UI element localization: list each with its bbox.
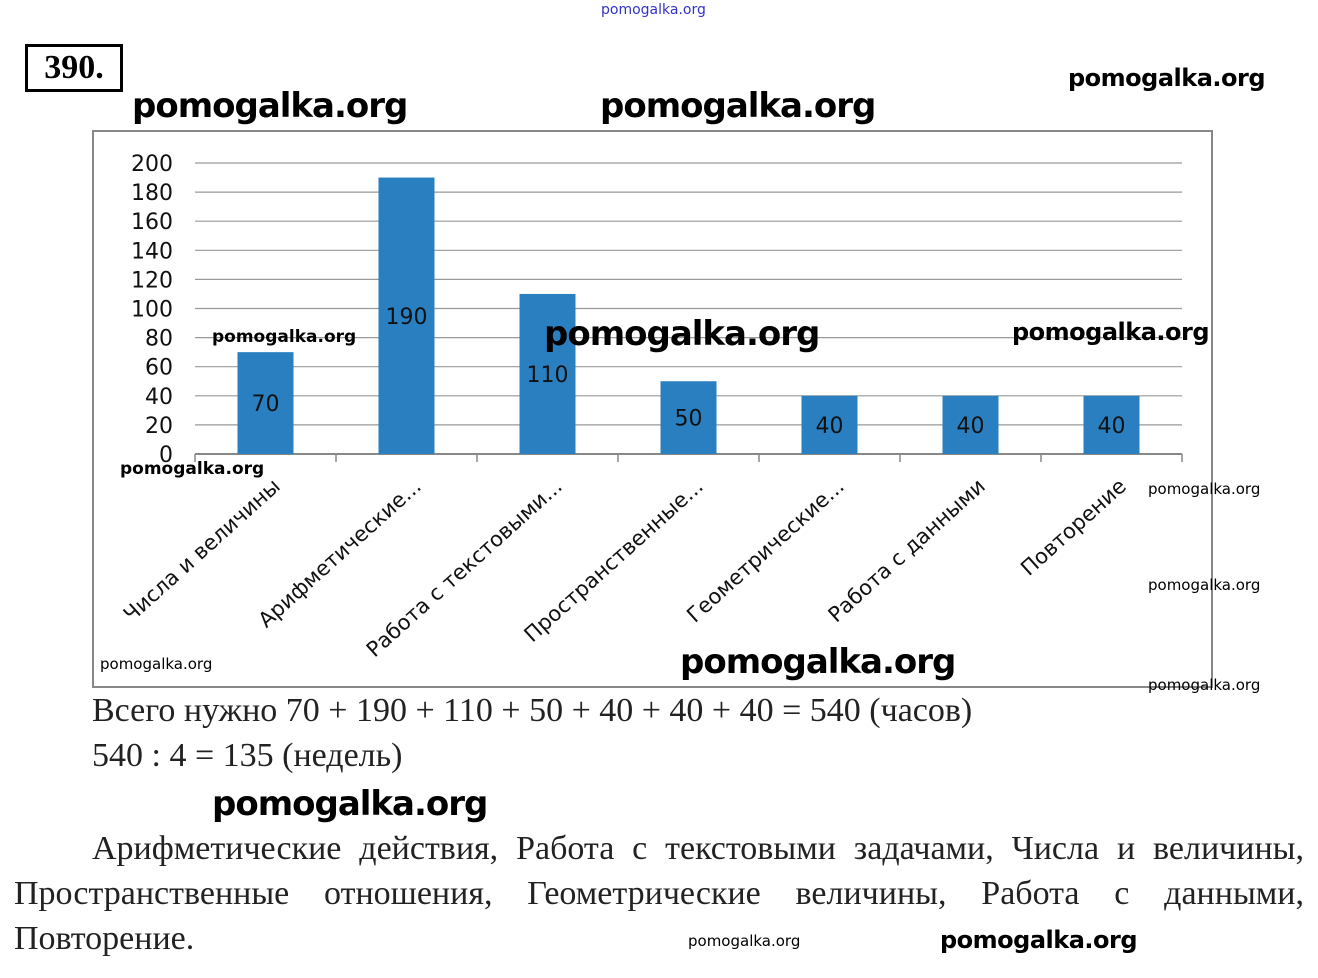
bar-chart: 0 20 40 60 80 100 120 140 160 180 200 70 Числа и вел… xyxy=(119,152,1183,662)
data-label: 190 xyxy=(386,305,428,330)
bar xyxy=(660,381,717,454)
watermark: pomogalka.org xyxy=(1148,576,1261,594)
y-tick-label: 140 xyxy=(131,239,173,264)
x-category-label: Повторение xyxy=(1016,474,1131,581)
y-tick-label: 180 xyxy=(131,181,173,206)
bar xyxy=(1083,395,1140,454)
y-tick-label: 60 xyxy=(145,356,173,381)
problem-number: 390. xyxy=(25,44,123,92)
watermark: pomogalka.org xyxy=(1068,64,1266,92)
watermark: pomogalka.org xyxy=(1012,318,1210,346)
watermark: pomogalka.org xyxy=(544,314,820,354)
bar xyxy=(942,395,999,454)
y-tick-label: 40 xyxy=(145,385,173,410)
solution-line-2: 540 : 4 = 135 (недель) xyxy=(92,737,403,774)
y-tick-label: 80 xyxy=(145,327,173,352)
data-label: 40 xyxy=(957,414,985,439)
data-label: 40 xyxy=(1098,414,1126,439)
chart-frame: 0 20 40 60 80 100 120 140 160 180 200 70 Числа и вел… xyxy=(92,130,1213,688)
bar xyxy=(378,177,435,455)
y-tick-label: 20 xyxy=(145,414,173,439)
x-category-label: Геометрические... xyxy=(682,474,849,627)
bar xyxy=(519,293,576,454)
y-tick-label: 120 xyxy=(131,268,173,293)
watermark: pomogalka.org xyxy=(1148,480,1261,498)
data-label: 70 xyxy=(252,392,280,417)
x-category-label: Работа с данными xyxy=(823,474,989,627)
solution-line-1: Всего нужно 70 + 190 + 110 + 50 + 40 + 4… xyxy=(92,692,973,729)
data-label: 50 xyxy=(675,407,703,432)
watermark: pomogalka.org xyxy=(100,655,213,673)
watermark: pomogalka.org xyxy=(680,642,956,682)
watermark: pomogalka.org xyxy=(940,926,1138,954)
bar xyxy=(801,395,858,454)
y-tick-label: 100 xyxy=(131,298,173,323)
x-category-label: Числа и величины xyxy=(119,474,285,627)
answer-paragraph: Арифметические действия, Работа с тексто… xyxy=(14,830,1304,957)
watermark: pomogalka.org xyxy=(212,327,357,347)
bar xyxy=(237,352,294,454)
data-label: 110 xyxy=(527,363,569,388)
y-tick-label: 0 xyxy=(159,443,173,468)
watermark: pomogalka.org xyxy=(1148,676,1261,694)
watermark: pomogalka.org xyxy=(120,459,265,479)
watermark: pomogalka.org xyxy=(212,784,488,824)
y-tick-label: 200 xyxy=(131,152,173,177)
watermark: pomogalka.org xyxy=(688,932,801,950)
watermark: pomogalka.org xyxy=(600,86,876,126)
watermark: pomogalka.org xyxy=(601,2,706,18)
y-tick-label: 160 xyxy=(131,210,173,235)
data-label: 40 xyxy=(816,414,844,439)
watermark: pomogalka.org xyxy=(132,86,408,126)
